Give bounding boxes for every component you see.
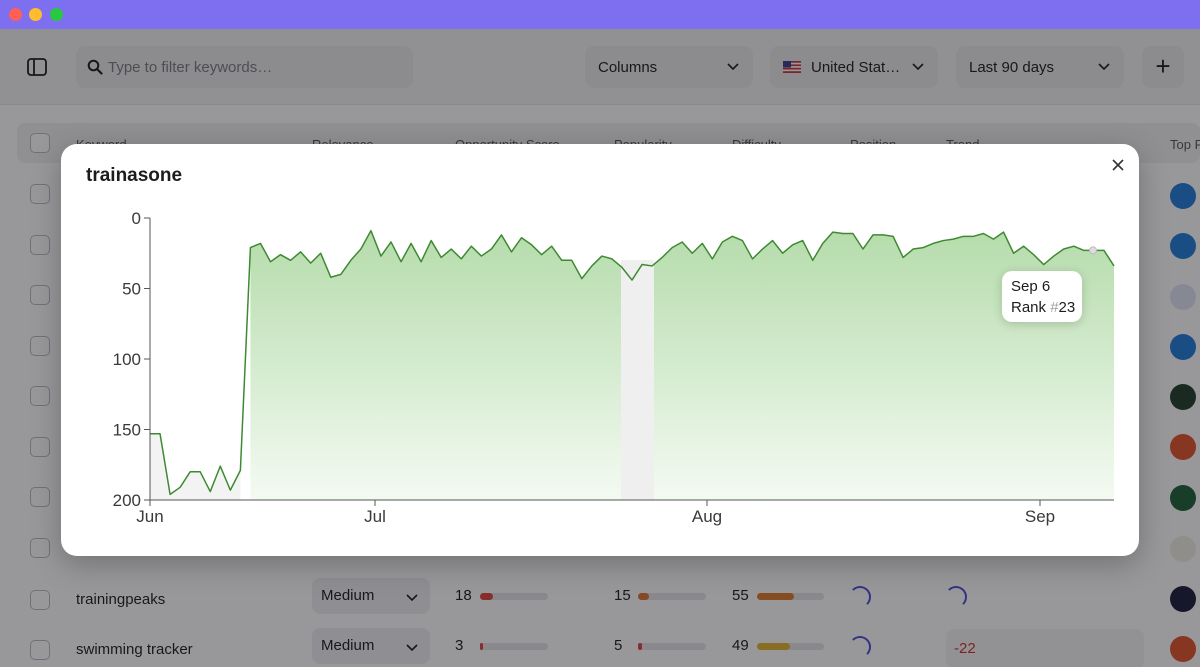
opportunity-bar-fill bbox=[480, 593, 493, 600]
tooltip-rank: Rank #23 bbox=[1011, 299, 1075, 316]
keyword-text: swimming tracker bbox=[76, 641, 193, 658]
app-icon[interactable] bbox=[1170, 284, 1196, 310]
keyword-text: trainingpeaks bbox=[76, 591, 166, 608]
relevance-label: Medium bbox=[321, 637, 375, 654]
popularity-value: 5 bbox=[614, 637, 623, 654]
opportunity-value: 3 bbox=[455, 637, 464, 654]
columns-dropdown[interactable]: Columns bbox=[585, 46, 753, 88]
row-checkbox[interactable] bbox=[30, 437, 50, 457]
keyword-filter-input[interactable]: Type to filter keywords… bbox=[76, 46, 413, 88]
x-tick-label: Jun bbox=[136, 507, 163, 526]
chevron-down-icon bbox=[727, 63, 739, 71]
y-tick-label: 50 bbox=[122, 280, 141, 299]
opportunity-bar bbox=[480, 593, 548, 600]
app-icon[interactable] bbox=[1170, 586, 1196, 612]
x-tick-label: Jul bbox=[364, 507, 386, 526]
row-checkbox[interactable] bbox=[30, 538, 50, 558]
app-icon[interactable] bbox=[1170, 233, 1196, 259]
app-icon[interactable] bbox=[1170, 183, 1196, 209]
row-checkbox[interactable] bbox=[30, 590, 50, 610]
header-top-apps[interactable]: Top F bbox=[1170, 137, 1200, 152]
position-loading-icon bbox=[849, 586, 871, 608]
date-range-dropdown[interactable]: Last 90 days bbox=[956, 46, 1124, 88]
popularity-bar-fill bbox=[638, 593, 649, 600]
app-icon[interactable] bbox=[1170, 334, 1196, 360]
rank-line bbox=[150, 229, 1115, 496]
row-checkbox[interactable] bbox=[30, 184, 50, 204]
tooltip-date: Sep 6 bbox=[1011, 278, 1051, 295]
relevance-dropdown[interactable]: Medium bbox=[312, 628, 430, 664]
row-checkbox[interactable] bbox=[30, 487, 50, 507]
country-label: United Stat… bbox=[811, 59, 901, 76]
trend-cell: -22 bbox=[946, 629, 1144, 667]
tooltip-rank-hash: # bbox=[1050, 299, 1059, 316]
position-loading-icon bbox=[849, 636, 871, 658]
row-checkbox[interactable] bbox=[30, 235, 50, 255]
chevron-down-icon bbox=[1098, 63, 1110, 71]
popularity-value: 15 bbox=[614, 587, 631, 604]
app-icon[interactable] bbox=[1170, 434, 1196, 460]
close-window-button[interactable] bbox=[9, 8, 22, 21]
row-checkbox[interactable] bbox=[30, 386, 50, 406]
sidebar-toggle-icon[interactable] bbox=[26, 57, 48, 77]
popularity-bar bbox=[638, 643, 706, 650]
toolbar: Type to filter keywords… Columns United … bbox=[0, 29, 1200, 105]
close-icon[interactable] bbox=[1111, 158, 1125, 172]
missing-data-band bbox=[621, 260, 654, 500]
tooltip-rank-prefix: Rank bbox=[1011, 299, 1051, 316]
y-tick-label: 200 bbox=[113, 491, 141, 510]
modal-title: trainasone bbox=[86, 165, 183, 186]
chevron-down-icon bbox=[406, 644, 418, 652]
row-checkbox[interactable] bbox=[30, 285, 50, 305]
table-row[interactable]: trainingpeaks Medium 18 15 55 bbox=[0, 575, 1200, 625]
table-row[interactable]: swimming tracker Medium 3 5 49 -22 bbox=[0, 625, 1200, 667]
y-tick-label: 0 bbox=[132, 209, 141, 228]
window-titlebar bbox=[0, 0, 1200, 29]
trend-loading-icon bbox=[945, 586, 967, 608]
add-keyword-button[interactable]: + bbox=[1142, 46, 1184, 88]
x-tick-label: Sep bbox=[1025, 507, 1055, 526]
difficulty-bar bbox=[757, 643, 824, 650]
relevance-dropdown[interactable]: Medium bbox=[312, 578, 430, 614]
chevron-down-icon bbox=[406, 594, 418, 602]
row-checkbox[interactable] bbox=[30, 640, 50, 660]
popularity-bar bbox=[638, 593, 706, 600]
us-flag-icon bbox=[783, 61, 801, 73]
app-icon[interactable] bbox=[1170, 536, 1196, 562]
app-icon[interactable] bbox=[1170, 384, 1196, 410]
relevance-label: Medium bbox=[321, 587, 375, 604]
chevron-down-icon bbox=[912, 63, 924, 71]
row-checkbox[interactable] bbox=[30, 336, 50, 356]
rank-area bbox=[250, 230, 1114, 500]
opportunity-bar-fill bbox=[480, 643, 483, 650]
trend-change: -22 bbox=[954, 640, 976, 657]
highlight-point bbox=[1089, 246, 1097, 255]
x-tick-label: Aug bbox=[692, 507, 722, 526]
opportunity-bar bbox=[480, 643, 548, 650]
difficulty-bar bbox=[757, 593, 824, 600]
app-icon[interactable] bbox=[1170, 636, 1196, 662]
opportunity-value: 18 bbox=[455, 587, 472, 604]
search-placeholder: Type to filter keywords… bbox=[108, 59, 273, 76]
tooltip-rank-value: 23 bbox=[1058, 299, 1076, 316]
rank-history-modal: trainasone 0 50 100 150 200 Jun Jul Aug Sep Sep … bbox=[61, 144, 1139, 556]
difficulty-bar-fill bbox=[757, 593, 794, 600]
zoom-window-button[interactable] bbox=[50, 8, 63, 21]
difficulty-bar-fill bbox=[757, 643, 790, 650]
app-icon[interactable] bbox=[1170, 485, 1196, 511]
chart-tooltip: Sep 6 Rank #23 bbox=[1002, 271, 1082, 322]
difficulty-value: 49 bbox=[732, 637, 749, 654]
y-tick-label: 150 bbox=[113, 421, 141, 440]
early-area bbox=[150, 433, 241, 500]
columns-label: Columns bbox=[598, 59, 658, 76]
search-icon bbox=[87, 59, 103, 75]
country-dropdown[interactable]: United Stat… bbox=[770, 46, 938, 88]
popularity-bar-fill bbox=[638, 643, 642, 650]
select-all-checkbox[interactable] bbox=[30, 133, 50, 153]
minimize-window-button[interactable] bbox=[29, 8, 42, 21]
date-range-label: Last 90 days bbox=[969, 59, 1055, 76]
y-tick-label: 100 bbox=[113, 350, 141, 369]
difficulty-value: 55 bbox=[732, 587, 749, 604]
